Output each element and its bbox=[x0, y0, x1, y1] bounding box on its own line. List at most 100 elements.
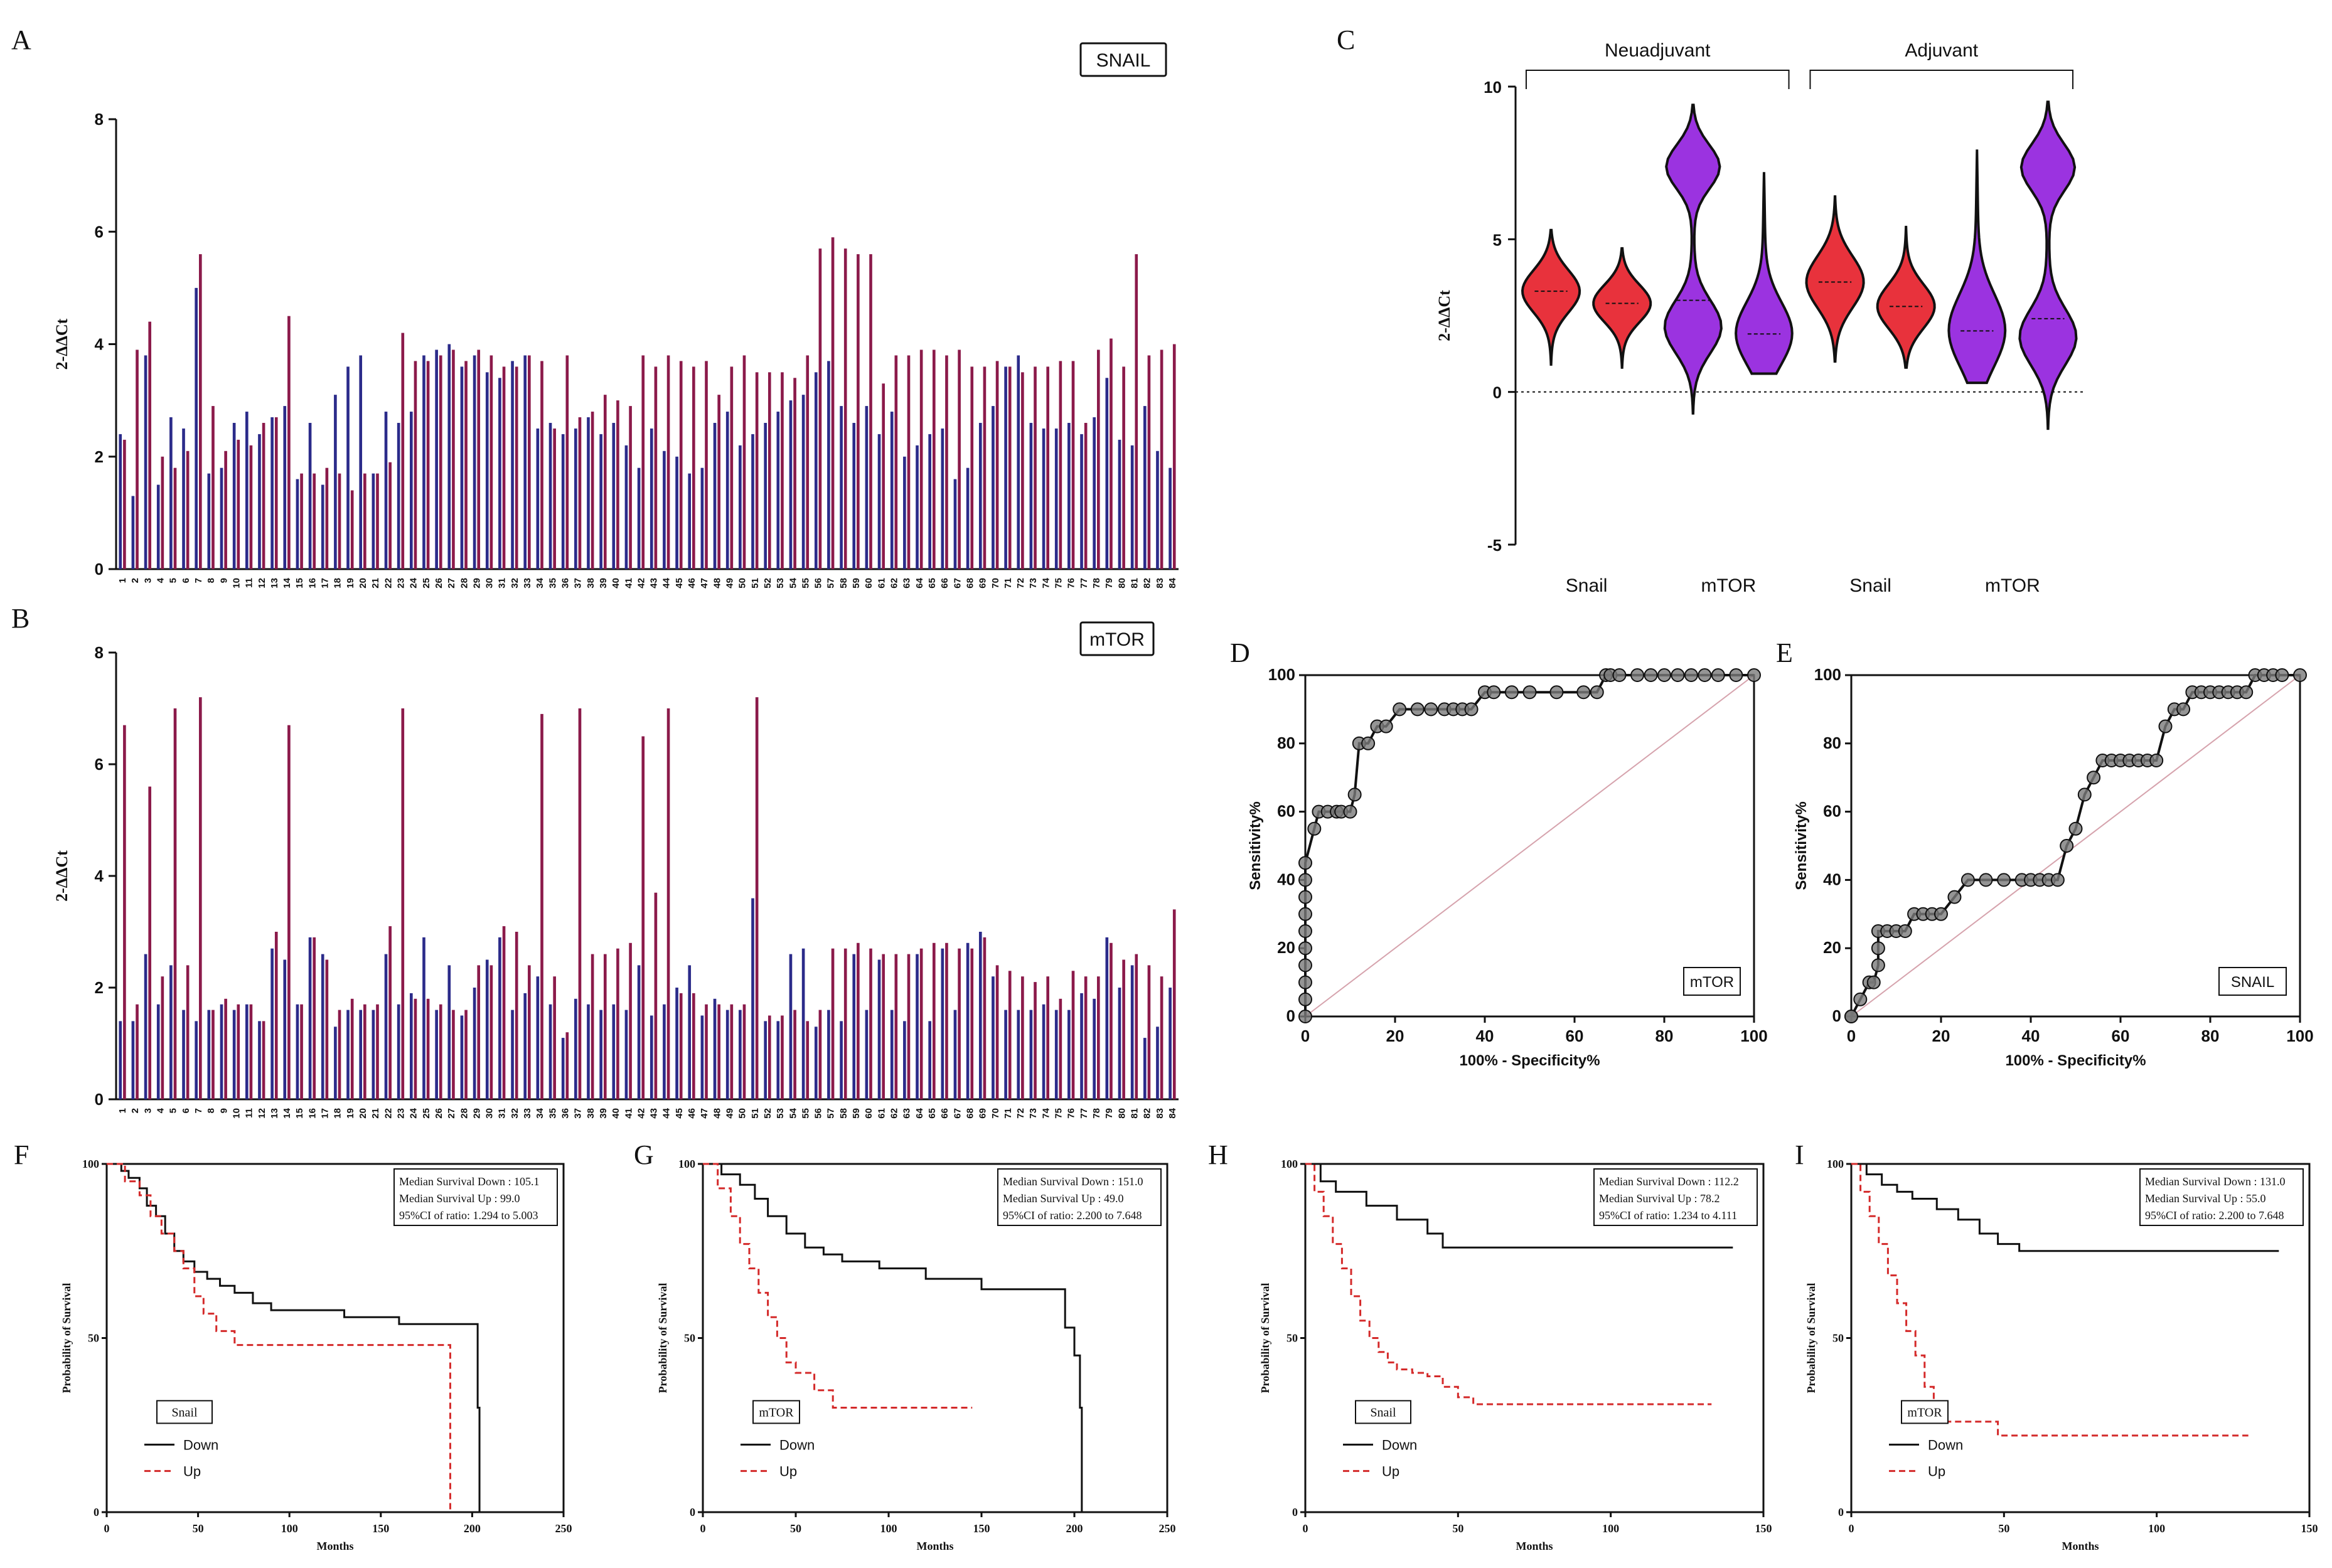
bar-red-80 bbox=[1122, 366, 1125, 569]
bar-red-62 bbox=[894, 355, 898, 569]
x-tick-label: 4 bbox=[156, 1107, 166, 1113]
x-tick-label: 26 bbox=[434, 578, 444, 589]
bar-blue-47 bbox=[700, 1015, 704, 1099]
x-tick-label: 80 bbox=[1116, 578, 1127, 589]
x-tick-label: 41 bbox=[623, 578, 634, 589]
x-tick-label: 71 bbox=[1003, 578, 1014, 589]
x-tick-label: 26 bbox=[434, 1108, 444, 1119]
bar-red-34 bbox=[540, 713, 543, 1099]
bar-blue-38 bbox=[587, 417, 590, 569]
bar-blue-59 bbox=[852, 954, 856, 1099]
x-tick-label: 83 bbox=[1155, 578, 1165, 589]
roc-point bbox=[1853, 992, 1868, 1006]
x-tick-label: 20 bbox=[358, 1108, 368, 1119]
bar-red-21 bbox=[376, 473, 379, 569]
bar-red-69 bbox=[983, 937, 987, 1099]
bar-blue-39 bbox=[599, 1010, 602, 1099]
x-tick-label: 12 bbox=[257, 578, 267, 589]
bar-blue-56 bbox=[814, 372, 818, 569]
x-tick-label: 55 bbox=[800, 578, 811, 589]
bar-blue-72 bbox=[1017, 355, 1020, 569]
x-tick-label: 0 bbox=[104, 1522, 110, 1535]
diagonal-line bbox=[1305, 675, 1755, 1017]
stats-box bbox=[997, 1168, 1162, 1226]
x-tick-label: 67 bbox=[952, 578, 963, 589]
x-tick-label: 28 bbox=[459, 578, 469, 589]
bar-blue-20 bbox=[359, 355, 363, 569]
x-tick-label: 63 bbox=[902, 1108, 912, 1119]
x-tick-label: 60 bbox=[1566, 1027, 1584, 1045]
x-tick-label: 36 bbox=[560, 578, 570, 589]
group-label: Adjuvant bbox=[1905, 40, 1978, 61]
x-tick-label: 58 bbox=[838, 1108, 849, 1119]
x-tick-label: 17 bbox=[320, 1108, 331, 1119]
bar-red-51 bbox=[755, 372, 759, 569]
bar-blue-61 bbox=[877, 959, 881, 1099]
x-tick-label: 67 bbox=[952, 1108, 963, 1119]
bar-red-23 bbox=[401, 708, 405, 1099]
bar-blue-73 bbox=[1029, 422, 1033, 569]
y-tick-label: 10 bbox=[1484, 78, 1502, 97]
x-tick-label: 22 bbox=[383, 1108, 393, 1119]
bar-blue-23 bbox=[397, 1004, 400, 1099]
roc-point bbox=[1522, 685, 1537, 700]
bar-red-65 bbox=[932, 942, 936, 1099]
bar-blue-83 bbox=[1156, 451, 1159, 569]
bar-red-61 bbox=[882, 383, 885, 569]
x-tick-label: 250 bbox=[555, 1522, 572, 1535]
bar-blue-35 bbox=[548, 1004, 552, 1099]
x-tick-label: 66 bbox=[939, 578, 950, 589]
stats-box bbox=[2139, 1168, 2304, 1226]
legend-entry: Down bbox=[183, 1437, 218, 1453]
x-tick-label: 59 bbox=[851, 578, 862, 589]
bar-blue-65 bbox=[928, 434, 931, 569]
roc-point bbox=[1298, 890, 1312, 904]
bar-red-27 bbox=[452, 349, 455, 569]
bar-red-1 bbox=[123, 439, 126, 569]
x-tick-label: 23 bbox=[395, 578, 406, 589]
bar-blue-82 bbox=[1143, 1038, 1147, 1099]
bar-blue-1 bbox=[119, 1021, 122, 1099]
legend-entry: Up bbox=[1928, 1463, 1945, 1479]
bar-red-20 bbox=[363, 473, 366, 569]
x-tick-label: 74 bbox=[1040, 1107, 1051, 1118]
bar-red-18 bbox=[338, 473, 341, 569]
bar-blue-16 bbox=[308, 937, 312, 1099]
x-tick-label: 3 bbox=[142, 1108, 153, 1113]
x-tick-label: 46 bbox=[687, 578, 697, 589]
x-axis-label: 100% - Specificity% bbox=[2005, 1052, 2146, 1069]
bar-red-18 bbox=[338, 1010, 341, 1099]
x-tick-label: 77 bbox=[1079, 1108, 1089, 1119]
legend-entry: Up bbox=[779, 1463, 797, 1479]
bar-red-11 bbox=[249, 1004, 253, 1099]
x-tick-label: 73 bbox=[1028, 578, 1039, 589]
bar-red-26 bbox=[439, 355, 442, 569]
roc-point bbox=[1698, 668, 1712, 682]
bar-red-45 bbox=[679, 361, 683, 569]
stats-line: 95%CI of ratio: 1.234 to 4.111 bbox=[1599, 1209, 1737, 1222]
bar-red-1 bbox=[123, 725, 126, 1099]
bar-red-3 bbox=[148, 786, 152, 1099]
group-bracket bbox=[1809, 70, 2074, 89]
panel-label: A bbox=[11, 24, 31, 55]
bar-red-63 bbox=[907, 954, 911, 1099]
roc-point bbox=[1393, 702, 1407, 717]
bar-red-27 bbox=[452, 1010, 455, 1099]
title-box bbox=[2218, 967, 2287, 996]
x-tick-label: 47 bbox=[699, 1108, 710, 1119]
bar-red-50 bbox=[742, 1004, 746, 1099]
x-axis-label: Months bbox=[916, 1540, 953, 1552]
bar-blue-73 bbox=[1029, 1010, 1033, 1099]
bar-red-5 bbox=[173, 708, 177, 1099]
y-tick-label: 0 bbox=[1292, 1506, 1298, 1518]
x-tick-label: 46 bbox=[687, 1108, 697, 1119]
x-tick-label: 48 bbox=[712, 578, 722, 589]
roc-point bbox=[2239, 685, 2254, 700]
bar-red-22 bbox=[388, 462, 392, 569]
x-tick-label: 24 bbox=[409, 577, 419, 588]
bar-red-46 bbox=[692, 993, 695, 1099]
x-tick-label: 59 bbox=[851, 1108, 862, 1119]
bar-blue-28 bbox=[460, 366, 464, 569]
bar-red-79 bbox=[1110, 942, 1113, 1099]
bar-red-4 bbox=[161, 456, 164, 569]
